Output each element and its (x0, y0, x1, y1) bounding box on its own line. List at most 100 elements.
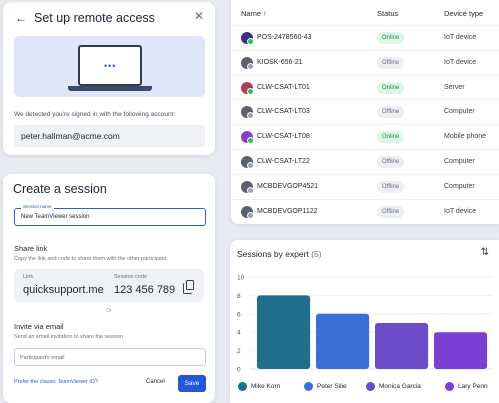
legend-swatch (445, 381, 454, 391)
or-divider: Or (106, 308, 112, 314)
save-button[interactable]: Save (178, 375, 206, 392)
back-arrow-icon[interactable]: ← (15, 11, 27, 25)
invite-email-title: Invite via email (14, 322, 64, 331)
y-tick-label: 8 (237, 293, 241, 300)
device-name: CLW-CSAT-LT01 (257, 83, 310, 91)
cancel-button[interactable]: Cancel (146, 379, 165, 385)
iot-device-icon (241, 32, 254, 45)
sessions-by-expert-chart: Sessions by expert (5) ⇅ 0 2 4 6 8 10 Mike Ko… (230, 240, 499, 403)
device-type: IoT device (444, 58, 477, 66)
sort-icon[interactable]: ⇅ (480, 247, 489, 258)
classic-id-link[interactable]: Prefer the classic TeamViewer ID? (14, 379, 98, 385)
column-header-status[interactable]: Status (377, 9, 399, 18)
create-session-title: Create a session (13, 182, 107, 196)
detected-account-text: We detected you're signed in with the fo… (14, 111, 176, 118)
computer-icon (241, 106, 254, 120)
status-badge: Online (377, 81, 405, 94)
legend-label: Monica Garcia (379, 382, 421, 390)
session-name-input[interactable]: Session name New TeamViewer session (14, 204, 206, 226)
device-name: MCBDEVGOP1122 (257, 207, 318, 215)
iot-device-icon (241, 205, 254, 219)
session-name-value: New TeamViewer session (21, 214, 90, 220)
close-icon[interactable]: ✕ (193, 9, 204, 23)
table-row[interactable]: MCBDEVGOP1122 Offline IoT device (231, 198, 499, 224)
link-label: Link (23, 274, 34, 280)
device-name: KIOSK-656-21 (257, 58, 303, 66)
y-tick-label: 0 (237, 367, 241, 374)
link-value: quicksupport.me (23, 284, 104, 296)
y-tick-label: 4 (237, 330, 241, 337)
status-badge: Offline (377, 205, 405, 218)
legend-swatch (304, 381, 313, 391)
legend-item: Mike Korn (238, 379, 280, 393)
laptop-icon: ••• (78, 45, 142, 86)
device-name: CLW-CSAT-LT22 (257, 158, 310, 165)
laptop-illustration: ••• (14, 36, 205, 97)
sort-up-icon: ↑ (263, 11, 267, 18)
device-name: MCBDEVGOP4521 (257, 182, 319, 190)
device-type: Server (444, 83, 465, 91)
legend-item: Peter Silie (304, 379, 347, 393)
remote-access-title: Set up remote access (34, 11, 155, 25)
session-code-label: Session code (114, 274, 148, 280)
table-row[interactable]: CLW-CSAT-LT03 Offline Computer (231, 99, 499, 124)
session-name-label: Session name (21, 204, 54, 209)
device-type: Computer (444, 108, 475, 116)
device-type: Mobile phone (444, 133, 487, 141)
y-tick-label: 2 (237, 348, 241, 355)
device-type: IoT device (444, 34, 477, 41)
status-badge: Offline (377, 180, 405, 193)
table-row[interactable]: KIOSK-656-21 Offline IoT device (231, 49, 499, 75)
iot-device-icon (241, 56, 254, 70)
y-tick-label: 6 (237, 311, 241, 318)
table-row[interactable]: CLW-CSAT-LT08 Online Mobile phone (231, 124, 499, 149)
share-link-box: Link quicksupport.me Session code 123 45… (14, 269, 204, 302)
share-link-description: Copy the link and code to share them wit… (14, 256, 169, 262)
bar-mike-korn[interactable] (257, 295, 311, 369)
session-code-value: 123 456 789 (114, 284, 176, 296)
remote-access-panel: ← Set up remote access ✕ ••• We detected… (3, 2, 215, 155)
status-badge: Offline (377, 106, 405, 119)
participant-email-input[interactable]: Participant's email (14, 348, 206, 366)
table-row[interactable]: POS-2478560-43 Online IoT device (231, 25, 499, 50)
remote-access-header: ← Set up remote access (15, 11, 155, 25)
legend-item: Lary Penn (445, 379, 488, 393)
status-badge: Online (377, 131, 405, 144)
bar-lary-penn[interactable] (434, 332, 488, 369)
column-header-name[interactable]: Name ↑ (241, 9, 267, 18)
bar-peter-silie[interactable] (316, 313, 370, 369)
copy-icon[interactable] (183, 280, 194, 294)
legend-swatch (238, 381, 247, 391)
table-row[interactable]: MCBDEVGOP4521 Offline Computer (231, 173, 499, 199)
device-type: Computer (444, 182, 475, 190)
legend-item: Monica Garcia (366, 379, 421, 393)
table-row[interactable]: CLW-CSAT-LT22 Offline Computer (231, 149, 499, 174)
server-icon (241, 81, 254, 95)
invite-email-description: Send an email invitation to share the se… (14, 334, 125, 340)
legend-label: Mike Korn (251, 382, 281, 390)
table-row[interactable]: CLW-CSAT-LT01 Online Server (231, 74, 499, 100)
legend-swatch (366, 381, 375, 391)
status-badge: Online (377, 32, 405, 44)
legend-label: Peter Silie (317, 382, 347, 390)
computer-icon (241, 156, 254, 169)
account-email-field: peter.hallman@acme.com (14, 125, 205, 147)
devices-table: Name ↑ Status Device type POS-2478560-43… (231, 0, 499, 224)
chart-title: Sessions by expert (5) (237, 249, 322, 259)
legend-label: Lary Penn (458, 382, 488, 390)
y-tick-label: 10 (237, 275, 245, 282)
column-header-device-type[interactable]: Device type (444, 9, 484, 18)
share-link-title: Share link (14, 244, 48, 253)
device-name: POS-2478560-43 (257, 34, 312, 41)
device-name: CLW-CSAT-LT03 (257, 108, 310, 116)
create-session-panel: Create a session Session name New TeamVi… (3, 174, 215, 403)
mobile-phone-icon (241, 131, 254, 145)
device-type: Computer (444, 158, 475, 165)
bar-chart: 0 2 4 6 8 10 (237, 275, 492, 374)
computer-icon (241, 180, 254, 194)
status-badge: Offline (377, 56, 405, 69)
status-badge: Offline (377, 156, 405, 168)
expert-count: (5) (311, 249, 322, 259)
device-name: CLW-CSAT-LT08 (257, 133, 310, 141)
bar-monica-garcia[interactable] (375, 323, 429, 369)
